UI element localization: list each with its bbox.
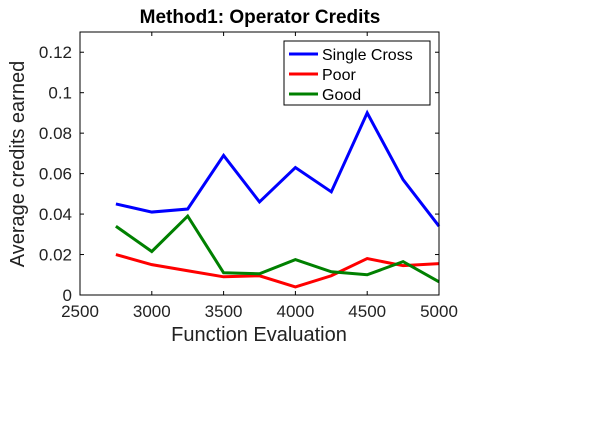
y-tick-label: 0.1: [48, 84, 72, 103]
y-axis-label: Average credits earned: [7, 61, 29, 267]
chart-title: Method1: Operator Credits: [140, 7, 381, 28]
x-tick-label: 3500: [205, 302, 243, 321]
y-tick-label: 0.02: [39, 246, 72, 265]
y-tick-label: 0.06: [39, 165, 72, 184]
x-tick-label: 5000: [420, 302, 458, 321]
plot-area: [115, 109, 441, 289]
x-axis-label: Function Evaluation: [171, 324, 347, 346]
x-tick-label: 4500: [348, 302, 386, 321]
legend-label-good: Good: [322, 87, 361, 104]
legend: Single Cross Poor Good: [283, 40, 431, 106]
plot-frame: [79, 31, 440, 296]
y-tick-label: 0.12: [39, 43, 72, 62]
y-tick-label: 0: [63, 286, 72, 305]
x-axis: 2500 3000 3500 4000 4500 5000: [61, 32, 458, 321]
y-tick-label: 0.04: [39, 205, 72, 224]
legend-label-single-cross: Single Cross: [322, 47, 413, 64]
y-tick-label: 0.08: [39, 124, 72, 143]
series-line-single-cross: [115, 109, 441, 228]
x-tick-label: 4000: [276, 302, 314, 321]
legend-label-poor: Poor: [322, 67, 356, 84]
series-line-good: [115, 213, 440, 284]
series-line-poor: [115, 253, 440, 289]
y-axis: 0 0.02 0.04 0.06 0.08 0.1 0.12: [39, 43, 439, 305]
x-tick-label: 2500: [61, 302, 99, 321]
x-tick-label: 3000: [133, 302, 171, 321]
